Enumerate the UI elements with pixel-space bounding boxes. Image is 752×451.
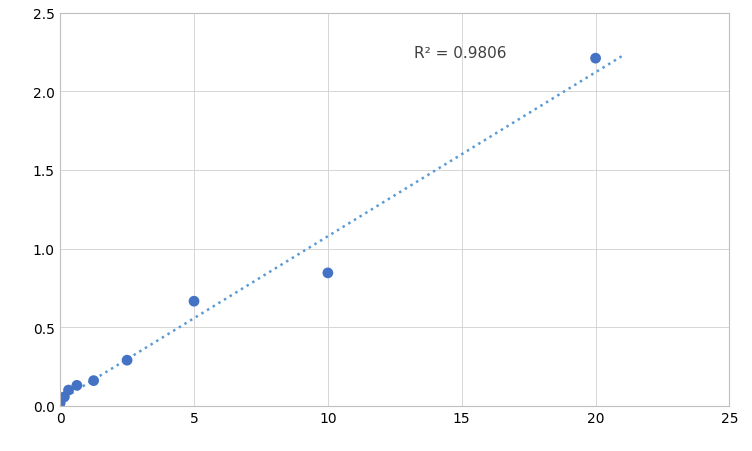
Point [71, 382, 83, 389]
Point [87, 377, 99, 384]
Point [590, 55, 602, 63]
Point [54, 400, 66, 407]
Point [121, 357, 133, 364]
Point [322, 270, 334, 277]
Point [59, 393, 71, 400]
Point [188, 298, 200, 305]
Text: R² = 0.9806: R² = 0.9806 [414, 46, 506, 60]
Point [62, 387, 74, 394]
